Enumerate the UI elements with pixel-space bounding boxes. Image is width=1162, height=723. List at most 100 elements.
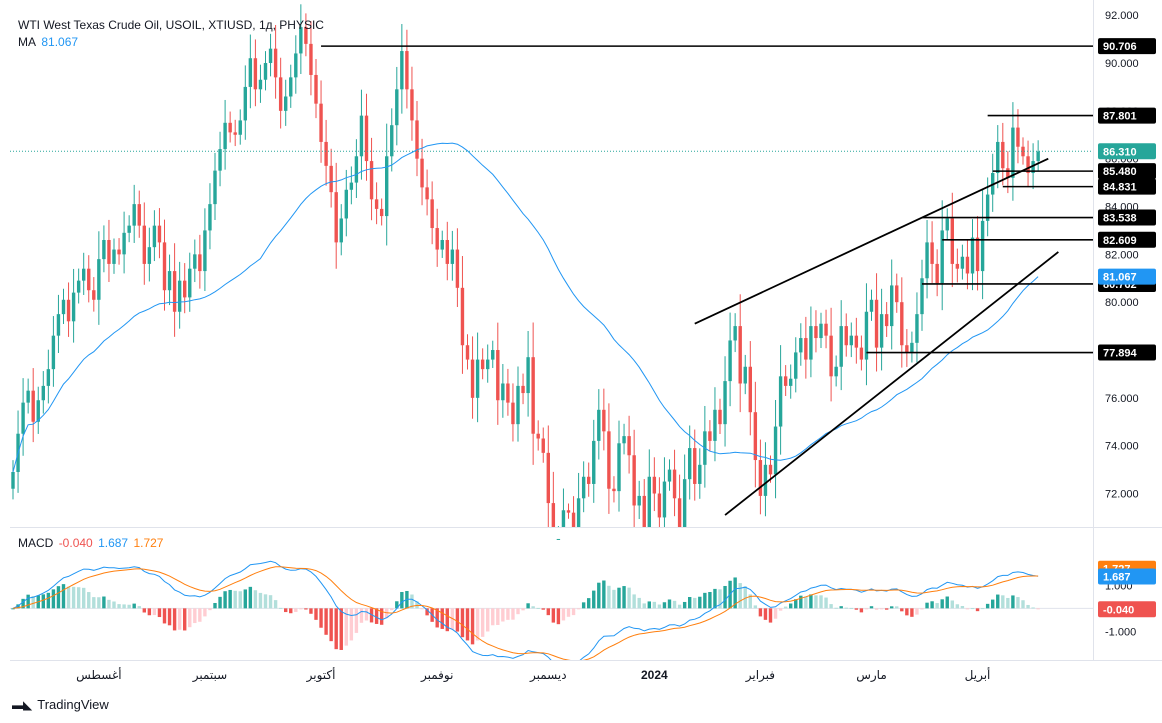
macd-hist-bar: [334, 608, 338, 650]
candle-body: [728, 340, 732, 382]
level-price-label: 82.609: [1103, 235, 1137, 247]
candle-body: [738, 326, 742, 384]
macd-hist-bar: [410, 594, 414, 609]
candle-body: [480, 359, 485, 370]
candle-body: [132, 204, 136, 226]
candle-body: [415, 120, 419, 159]
macd-hist-bar: [1031, 607, 1035, 609]
candle-body: [243, 86, 247, 121]
macd-hist-bar: [203, 608, 207, 617]
tradingview-brand[interactable]: ▬◣ TradingView: [12, 697, 109, 712]
ma-price-label: 81.067: [1103, 272, 1137, 284]
macd-hist-bar: [829, 604, 833, 609]
macd-hist-bar: [930, 601, 934, 609]
macd-hist-bar: [819, 595, 823, 609]
candle-body: [385, 156, 389, 217]
candle-body: [324, 141, 328, 166]
macd-hist-bar: [864, 608, 869, 610]
macd-hist-bar: [809, 594, 813, 609]
candle-body: [223, 122, 227, 150]
candle-body: [410, 89, 414, 121]
macd-hist-bar: [132, 603, 136, 609]
candle-body: [773, 426, 778, 475]
macd-hist-bar: [698, 596, 702, 609]
level-price-label-bg: [1098, 38, 1156, 55]
candle-body: [617, 443, 621, 492]
candle-body: [390, 125, 394, 157]
candle-body: [551, 503, 556, 527]
macd-hist-bar: [814, 595, 818, 609]
candle-body: [804, 338, 808, 360]
candle-body: [76, 280, 81, 293]
macd-hist-bar: [51, 589, 56, 609]
macd-hist-bar: [162, 608, 167, 624]
level-price-label-bg: [1098, 231, 1156, 248]
macd-hist-bar: [41, 594, 45, 609]
candle-body: [566, 510, 571, 513]
macd-hist-bar: [480, 608, 485, 637]
candle-body: [996, 141, 1000, 174]
macd-hist-bar: [183, 608, 187, 631]
candle-body: [470, 359, 475, 398]
candle-body: [819, 323, 823, 339]
macd-hist-bar: [682, 601, 687, 609]
candle-body: [915, 314, 919, 343]
macd-hist-bar: [874, 608, 879, 610]
macd-hist-bar: [607, 585, 611, 609]
macd-hist-bar: [602, 580, 606, 609]
macd-hist-bar: [965, 608, 970, 610]
level-price-label: 84.831: [1103, 182, 1137, 194]
macd-hist-bar: [642, 603, 646, 609]
candle-body: [536, 433, 540, 439]
candle-body: [521, 385, 525, 394]
level-price-label-bg: [1098, 163, 1156, 180]
macd-hist-bar: [157, 608, 162, 618]
macd-hist-bar: [662, 602, 667, 609]
macd-hist-bar: [854, 608, 859, 610]
macd-hist-bar: [299, 608, 303, 610]
macd-signal-value: 1.727: [133, 536, 164, 550]
candle-body: [546, 452, 550, 504]
candle-body: [597, 409, 601, 441]
macd-hist-bar: [526, 603, 530, 609]
channel-upper-trendline: [694, 157, 1049, 325]
candle-body: [743, 366, 747, 384]
candle-body: [945, 218, 949, 231]
candle-body: [294, 53, 298, 78]
macd-hist-bar: [71, 586, 76, 609]
macd-hist-bar: [329, 608, 333, 642]
candle-body: [576, 498, 581, 527]
candle-body: [36, 400, 40, 422]
candle-body: [980, 220, 985, 272]
macd-hist-bar: [667, 599, 672, 609]
candle-body: [672, 469, 677, 499]
candle-body: [420, 158, 424, 188]
candle-body: [718, 409, 722, 425]
candle-body: [460, 287, 465, 346]
macd-hist-bar: [374, 608, 379, 624]
candle-body: [329, 165, 333, 193]
macd-hist-bar: [1036, 608, 1040, 610]
candle-body: [935, 263, 939, 284]
candle-body: [511, 402, 515, 425]
macd-hist-bar: [445, 608, 449, 632]
macd-hist-bar: [56, 586, 61, 609]
macd-hist-bar: [980, 608, 985, 610]
ma-value: 81.067: [41, 35, 79, 49]
macd-hist-bar: [849, 607, 853, 609]
macd-hist-price-label: -0.040: [1103, 604, 1134, 616]
candle-body: [723, 381, 727, 425]
candle-body: [895, 285, 899, 303]
candle-body: [51, 335, 56, 370]
ma-label: MA: [18, 35, 36, 49]
candle-body: [334, 192, 338, 243]
level-price-label-bg: [1098, 107, 1156, 124]
candle-body: [127, 225, 131, 233]
macd-hist-bar: [571, 608, 576, 616]
macd-line: [12, 560, 1039, 660]
candle-body: [1036, 151, 1040, 162]
macd-hist-bar: [991, 599, 995, 609]
candle-body: [491, 350, 495, 360]
candle-body: [642, 495, 646, 527]
